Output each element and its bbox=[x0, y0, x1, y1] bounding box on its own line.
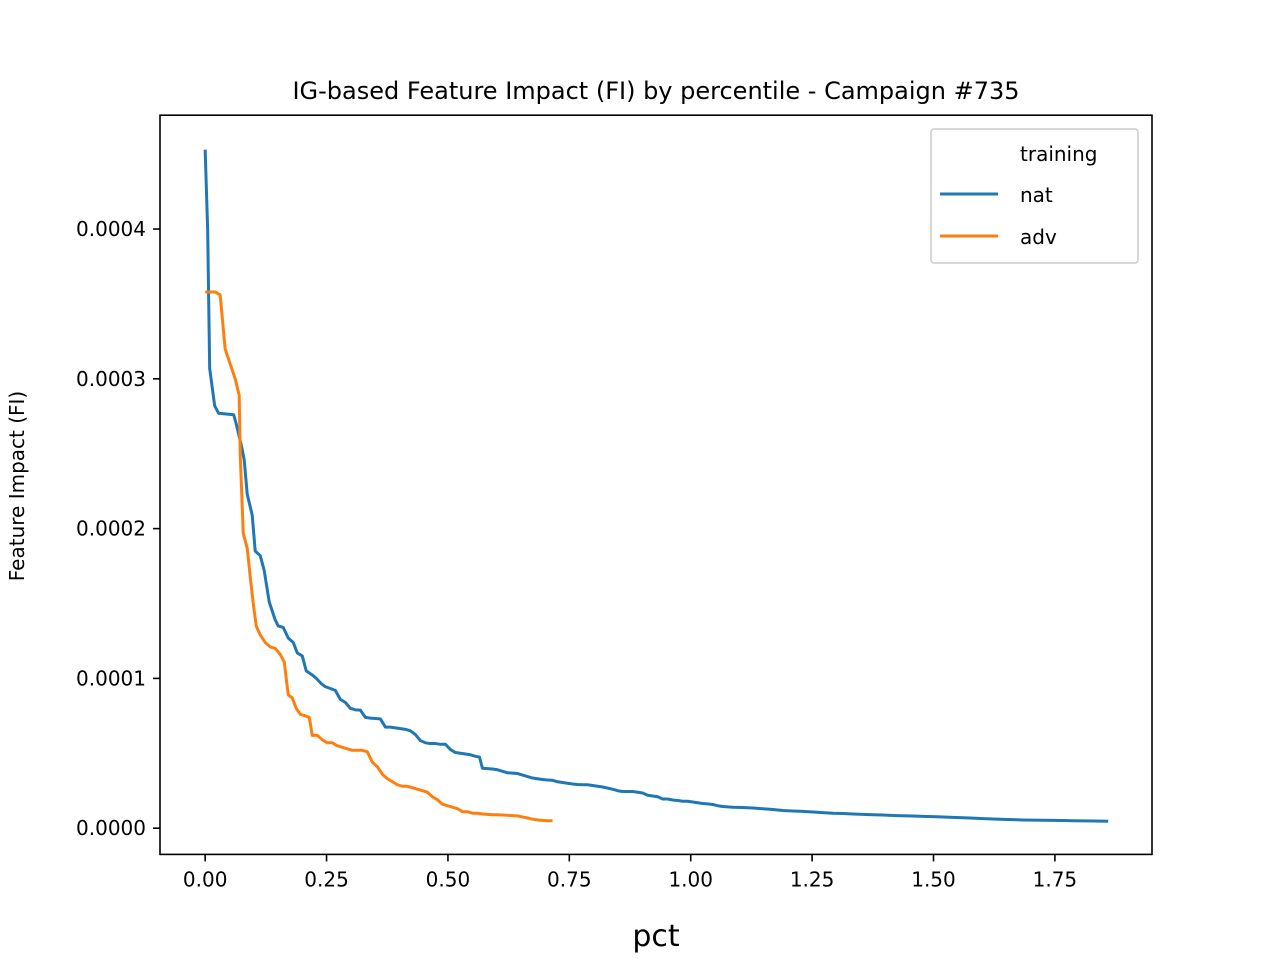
legend-label-adv: adv bbox=[1020, 225, 1057, 249]
legend: training nat adv bbox=[930, 128, 1139, 264]
x-tick-label: 1.00 bbox=[668, 867, 713, 891]
x-axis-label: pct bbox=[632, 919, 680, 954]
y-tick-label: 0.0003 bbox=[76, 367, 146, 391]
chart-title: IG-based Feature Impact (FI) by percenti… bbox=[292, 77, 1019, 105]
y-tick-label: 0.0002 bbox=[76, 517, 146, 541]
y-axis-label: Feature Impact (FI) bbox=[5, 391, 29, 581]
x-tick-label: 1.75 bbox=[1033, 867, 1078, 891]
y-tick-label: 0.0001 bbox=[76, 666, 146, 690]
x-tick-label: 0.50 bbox=[426, 867, 471, 891]
x-tick-label: 0.75 bbox=[547, 867, 592, 891]
x-axis: 0.00 0.25 0.50 0.75 1.00 1.25 1.50 1.75 bbox=[183, 854, 1077, 891]
x-tick-label: 1.25 bbox=[790, 867, 835, 891]
series-line-adv bbox=[205, 290, 553, 823]
plot-area bbox=[159, 114, 1153, 856]
x-tick-label: 1.50 bbox=[911, 867, 956, 891]
y-axis: 0.0000 0.0001 0.0002 0.0003 0.0004 bbox=[76, 217, 160, 840]
series-layer bbox=[203, 149, 1109, 823]
y-tick-label: 0.0000 bbox=[76, 816, 146, 840]
axes-frame bbox=[159, 114, 1153, 856]
series-line-nat bbox=[203, 149, 1109, 823]
legend-box bbox=[930, 128, 1139, 264]
x-tick-label: 0.00 bbox=[183, 867, 228, 891]
legend-title: training bbox=[1020, 142, 1097, 166]
legend-label-nat: nat bbox=[1020, 183, 1053, 207]
y-tick-label: 0.0004 bbox=[76, 217, 146, 241]
x-tick-label: 0.25 bbox=[304, 867, 349, 891]
